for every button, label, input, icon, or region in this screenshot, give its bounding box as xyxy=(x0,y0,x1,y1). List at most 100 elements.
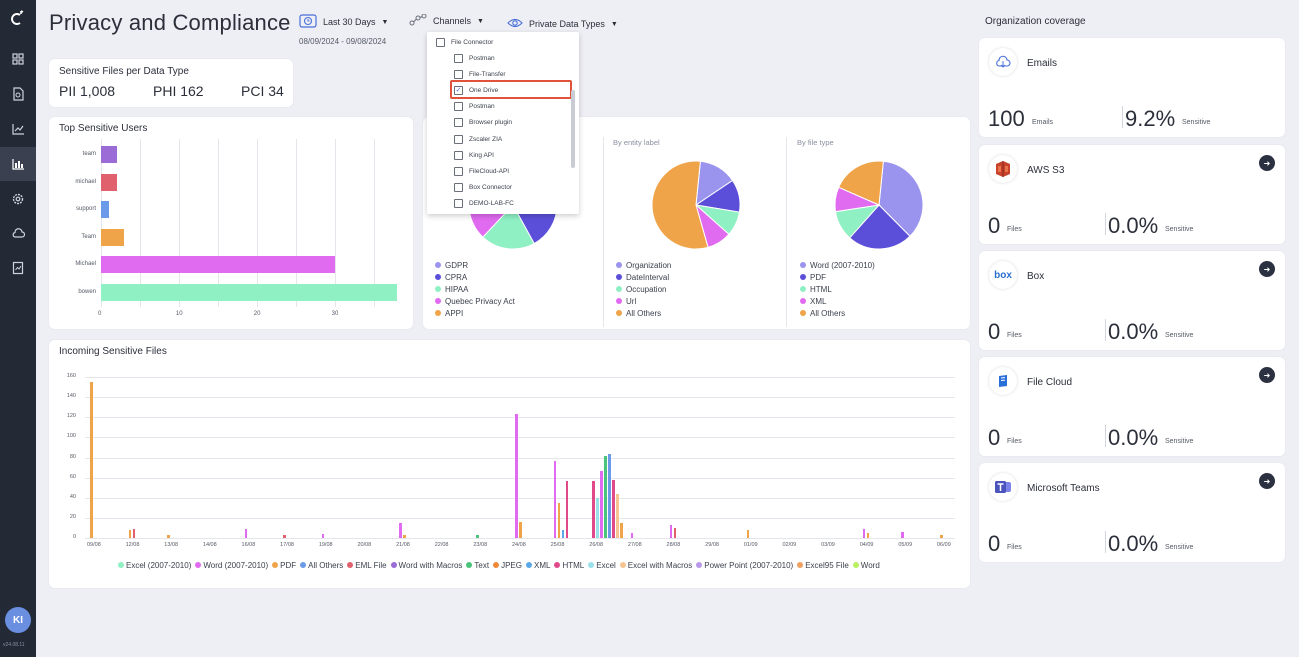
incoming-bar[interactable] xyxy=(561,529,565,538)
legend-item[interactable]: XML xyxy=(526,561,550,570)
incoming-bar[interactable] xyxy=(283,534,286,538)
legend-item[interactable]: Excel xyxy=(588,561,616,570)
legend-item[interactable]: APPI xyxy=(435,308,515,320)
legend-item[interactable]: JPEG xyxy=(493,561,522,570)
dropdown-item[interactable]: FileCloud-API xyxy=(454,165,509,177)
incoming-bar[interactable] xyxy=(90,382,93,538)
dropdown-item[interactable]: Box Connector xyxy=(454,182,512,194)
incoming-bar[interactable] xyxy=(604,456,607,538)
incoming-bar[interactable] xyxy=(901,531,904,538)
dropdown-item[interactable]: File-Transfer xyxy=(454,68,506,80)
sidebar-cloud-icon[interactable] xyxy=(0,216,36,250)
incoming-bar[interactable] xyxy=(600,470,603,538)
incoming-bar[interactable] xyxy=(403,534,406,538)
legend-item[interactable]: Organization xyxy=(616,260,671,272)
incoming-bar[interactable] xyxy=(476,534,479,538)
pie-slice[interactable] xyxy=(651,160,709,250)
incoming-bar[interactable] xyxy=(244,528,248,538)
checkbox[interactable] xyxy=(454,150,463,160)
org-card-microsoft-teams[interactable]: Microsoft Teams ➜ 0 Files 0.0% Sensitive xyxy=(979,463,1285,562)
incoming-bar[interactable] xyxy=(596,497,599,538)
incoming-bar[interactable] xyxy=(862,528,866,538)
incoming-bar[interactable] xyxy=(940,534,943,538)
pie-chart[interactable] xyxy=(646,155,746,255)
incoming-bar[interactable] xyxy=(132,528,136,538)
user-bar[interactable] xyxy=(101,283,397,301)
incoming-bar[interactable] xyxy=(669,524,673,538)
arrow-right-icon[interactable]: ➜ xyxy=(1259,473,1275,489)
pie-slice[interactable] xyxy=(838,160,884,206)
dropdown-item[interactable]: ✓ One Drive xyxy=(454,84,498,96)
sidebar-settings-icon[interactable] xyxy=(0,182,36,216)
pie-chart[interactable] xyxy=(829,155,929,255)
sidebar-dashboard-icon[interactable] xyxy=(0,42,36,76)
dropdown-item[interactable]: Browser plugin xyxy=(454,117,512,129)
legend-item[interactable]: EML File xyxy=(347,561,387,570)
checkbox[interactable] xyxy=(436,37,445,47)
checkbox[interactable] xyxy=(454,102,463,112)
pie-slice[interactable] xyxy=(849,204,911,250)
incoming-bar[interactable] xyxy=(519,521,522,538)
incoming-bar[interactable] xyxy=(592,480,595,538)
org-card-file-cloud[interactable]: File Cloud ➜ 0 Files 0.0% Sensitive xyxy=(979,357,1285,456)
legend-item[interactable]: DateInterval xyxy=(616,272,671,284)
incoming-bar[interactable] xyxy=(612,479,615,538)
incoming-bar[interactable] xyxy=(608,454,611,538)
checkbox-checked[interactable]: ✓ xyxy=(454,85,463,95)
sidebar-reports-icon[interactable] xyxy=(0,251,36,285)
legend-item[interactable]: CPRA xyxy=(435,272,515,284)
legend-item[interactable]: Power Point (2007-2010) xyxy=(696,561,793,570)
sidebar-document-icon[interactable] xyxy=(0,77,36,111)
dropdown-item[interactable]: King API xyxy=(454,149,494,161)
legend-item[interactable]: All Others xyxy=(616,308,671,320)
dropdown-item[interactable]: Zscaler ZIA xyxy=(454,133,502,145)
incoming-bar[interactable] xyxy=(515,414,518,538)
user-bar[interactable] xyxy=(101,146,117,163)
incoming-bar[interactable] xyxy=(399,522,402,538)
dropdown-group-file-connector[interactable]: File Connector xyxy=(436,36,493,48)
legend-item[interactable]: Excel (2007-2010) xyxy=(118,561,191,570)
data-types-filter[interactable]: Private Data Types ▼ xyxy=(507,17,618,31)
legend-item[interactable]: Excel with Macros xyxy=(619,561,692,570)
user-bar[interactable] xyxy=(101,173,117,191)
incoming-bar[interactable] xyxy=(321,533,325,538)
dropdown-scrollbar[interactable] xyxy=(571,90,575,168)
arrow-right-icon[interactable]: ➜ xyxy=(1259,155,1275,171)
legend-item[interactable]: All Others xyxy=(800,308,875,320)
org-card-emails[interactable]: Emails 100 Emails 9.2% Sensitive xyxy=(979,38,1285,137)
org-card-box[interactable]: box Box ➜ 0 Files 0.0% Sensitive xyxy=(979,251,1285,350)
user-bar[interactable] xyxy=(101,201,109,218)
legend-item[interactable]: Occupation xyxy=(616,284,671,296)
date-filter[interactable]: Last 30 Days ▼ xyxy=(299,14,388,30)
user-bar[interactable] xyxy=(101,228,125,246)
app-logo-icon[interactable] xyxy=(10,10,26,28)
incoming-bar[interactable] xyxy=(565,480,569,538)
legend-item[interactable]: HIPAA xyxy=(435,284,515,296)
legend-item[interactable]: Word (2007-2010) xyxy=(195,561,268,570)
checkbox[interactable] xyxy=(454,69,463,79)
user-avatar[interactable]: KI xyxy=(5,607,31,633)
checkbox[interactable] xyxy=(454,118,463,128)
legend-item[interactable]: HTML xyxy=(554,561,584,570)
sidebar-analytics-icon[interactable] xyxy=(0,112,36,146)
incoming-bar[interactable] xyxy=(620,522,623,538)
legend-item[interactable]: PDF xyxy=(272,561,296,570)
legend-item[interactable]: PDF xyxy=(800,272,875,284)
incoming-bar[interactable] xyxy=(630,532,634,538)
incoming-bar[interactable] xyxy=(557,502,561,538)
pie-slice[interactable] xyxy=(878,160,924,237)
legend-item[interactable]: Quebec Privacy Act xyxy=(435,296,515,308)
incoming-bar[interactable] xyxy=(746,529,750,538)
checkbox[interactable] xyxy=(454,199,463,209)
legend-item[interactable]: Word with Macros xyxy=(390,561,462,570)
dropdown-item[interactable]: Postman xyxy=(454,101,495,113)
legend-item[interactable]: HTML xyxy=(800,284,875,296)
legend-item[interactable]: Url xyxy=(616,296,671,308)
checkbox[interactable] xyxy=(454,53,463,63)
pie-slice[interactable] xyxy=(482,204,535,250)
legend-item[interactable]: Word (2007-2010) xyxy=(800,260,875,272)
dropdown-item[interactable]: DEMO-LAB-FC xyxy=(454,198,514,210)
incoming-bar[interactable] xyxy=(673,527,677,538)
dropdown-item[interactable]: Postman xyxy=(454,52,495,64)
legend-item[interactable]: Excel95 File xyxy=(797,561,849,570)
